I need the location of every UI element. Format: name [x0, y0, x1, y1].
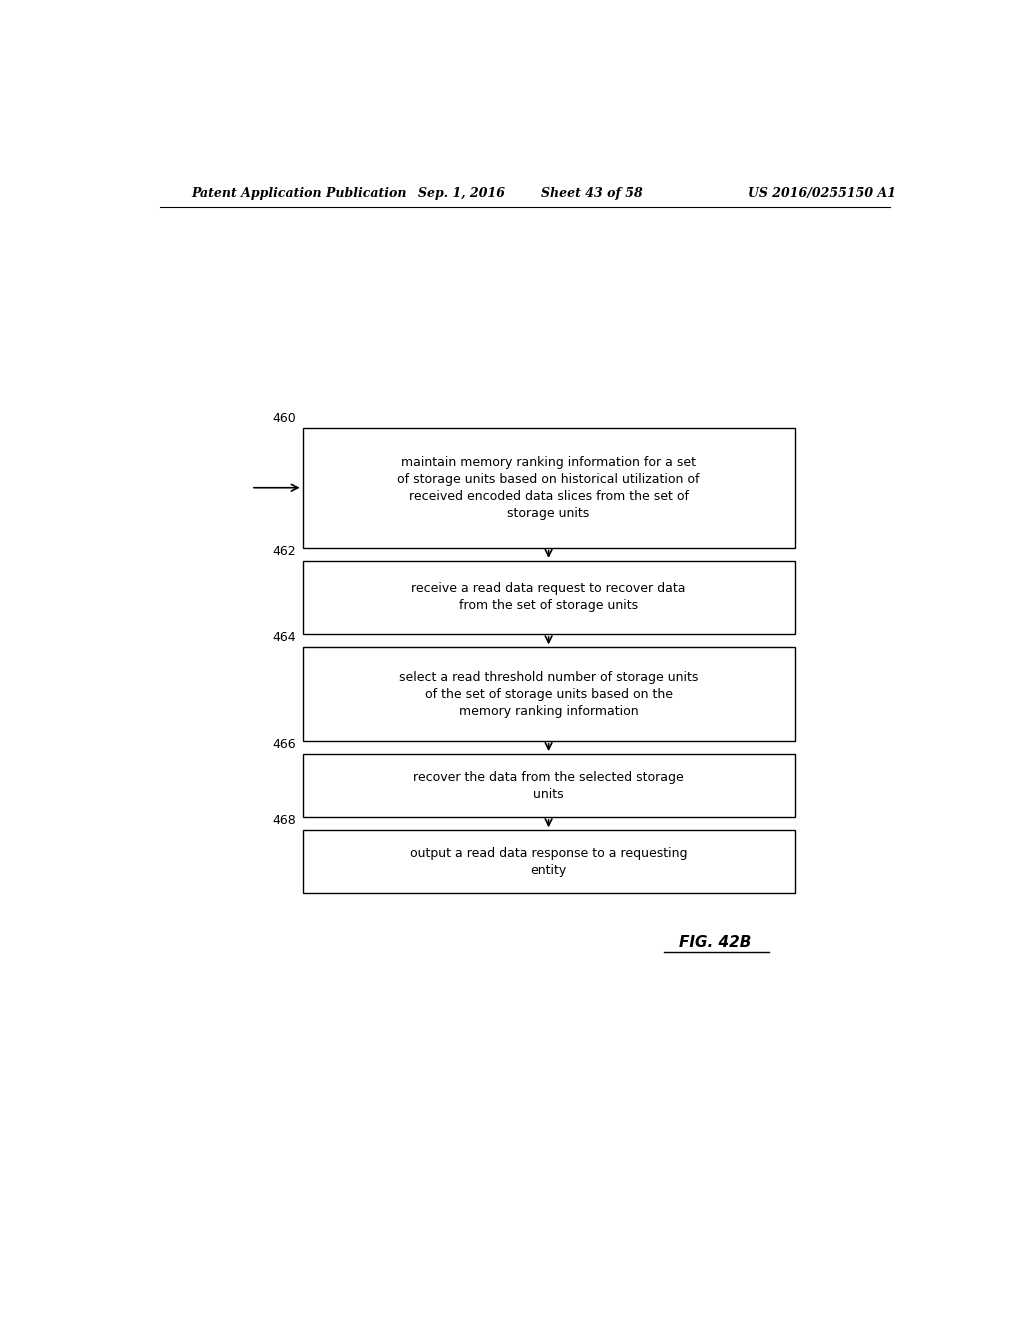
Text: output a read data response to a requesting
entity: output a read data response to a request… [410, 846, 687, 876]
FancyBboxPatch shape [303, 830, 795, 894]
FancyBboxPatch shape [303, 428, 795, 548]
Text: Sheet 43 of 58: Sheet 43 of 58 [542, 187, 643, 201]
FancyBboxPatch shape [303, 561, 795, 634]
FancyBboxPatch shape [303, 754, 795, 817]
Text: 466: 466 [272, 738, 296, 751]
Text: 468: 468 [272, 814, 296, 828]
Text: maintain memory ranking information for a set
of storage units based on historic: maintain memory ranking information for … [397, 455, 699, 520]
Text: Sep. 1, 2016: Sep. 1, 2016 [418, 187, 505, 201]
FancyBboxPatch shape [303, 647, 795, 741]
Text: 462: 462 [272, 545, 296, 558]
Text: 460: 460 [272, 412, 296, 425]
Text: FIG. 42B: FIG. 42B [679, 935, 752, 949]
Text: receive a read data request to recover data
from the set of storage units: receive a read data request to recover d… [412, 582, 686, 612]
Text: Patent Application Publication: Patent Application Publication [191, 187, 407, 201]
Text: US 2016/0255150 A1: US 2016/0255150 A1 [749, 187, 896, 201]
Text: 464: 464 [272, 631, 296, 644]
Text: recover the data from the selected storage
units: recover the data from the selected stora… [414, 771, 684, 800]
Text: select a read threshold number of storage units
of the set of storage units base: select a read threshold number of storag… [399, 671, 698, 718]
